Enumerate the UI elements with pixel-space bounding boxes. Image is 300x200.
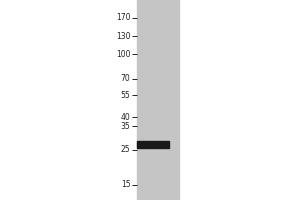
- Text: 25: 25: [121, 145, 130, 154]
- Text: 15: 15: [121, 180, 130, 189]
- Bar: [136, 0, 178, 200]
- Bar: [136, 141, 169, 148]
- Text: 35: 35: [121, 122, 130, 131]
- Text: 170: 170: [116, 13, 130, 22]
- Text: 55: 55: [121, 91, 130, 100]
- Text: 40: 40: [121, 113, 130, 122]
- Text: 70: 70: [121, 74, 130, 83]
- Text: 130: 130: [116, 32, 130, 41]
- Text: 100: 100: [116, 50, 130, 59]
